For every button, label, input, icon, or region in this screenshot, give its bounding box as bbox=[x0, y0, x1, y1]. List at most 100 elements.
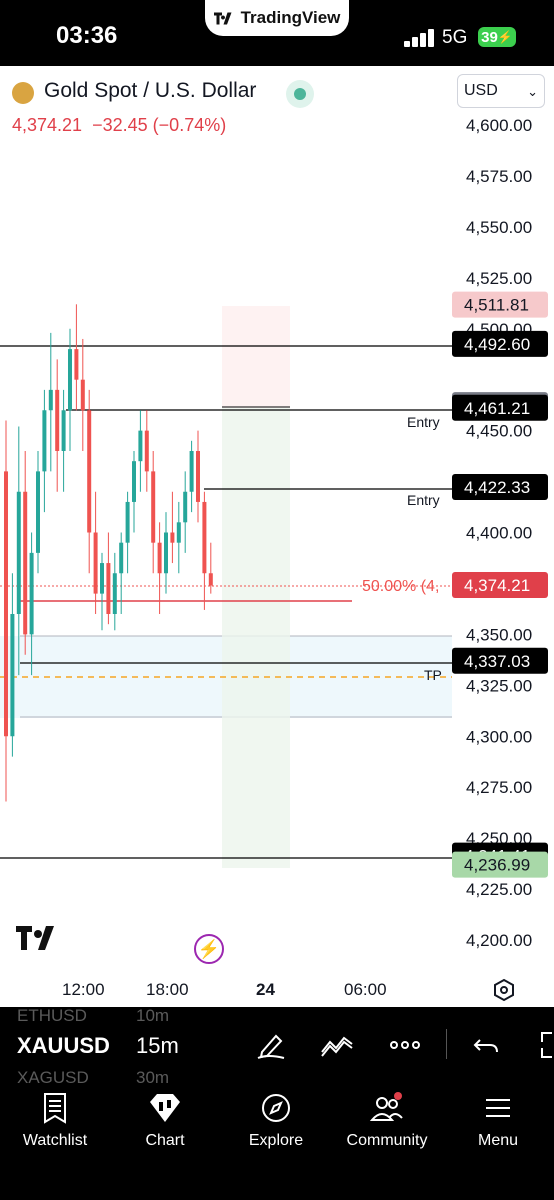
tradingview-logo-icon bbox=[213, 12, 232, 24]
timeframe-picker[interactable]: 15m bbox=[136, 1033, 179, 1058]
price-tag[interactable]: 4,236.99 bbox=[452, 851, 548, 878]
nav-label: Menu bbox=[477, 1132, 519, 1149]
status-time: 03:36 bbox=[56, 22, 118, 49]
y-axis-label: 4,350.00 bbox=[466, 625, 532, 644]
candle-body bbox=[176, 522, 181, 543]
nav-item-watchlist[interactable]: Watchlist bbox=[0, 1092, 110, 1150]
undo-icon[interactable] bbox=[470, 1030, 504, 1060]
x-axis-label: 18:00 bbox=[146, 980, 189, 999]
ghost-symbol-below: XAGUSD bbox=[17, 1068, 89, 1087]
x-axis-label: 24 bbox=[256, 980, 275, 999]
candles bbox=[4, 304, 213, 802]
candle-body bbox=[132, 461, 136, 502]
candle-body bbox=[29, 552, 34, 635]
y-axis-label: 4,550.00 bbox=[466, 218, 532, 237]
nav-label: Chart bbox=[145, 1132, 185, 1149]
candle-body bbox=[202, 501, 207, 574]
chart-icon bbox=[110, 1092, 220, 1124]
symbol-picker[interactable]: XAUUSD bbox=[17, 1033, 110, 1058]
price-change-pct: (−0.74%) bbox=[152, 115, 227, 135]
symbol-title[interactable]: Gold Spot / U.S. Dollar bbox=[44, 79, 257, 102]
candle-body bbox=[4, 471, 8, 737]
candle-body bbox=[170, 532, 175, 543]
toolbar-divider bbox=[446, 1029, 447, 1059]
fullscreen-icon[interactable] bbox=[532, 1030, 554, 1060]
price-tag[interactable]: 4,511.81 bbox=[452, 291, 548, 318]
candle-body bbox=[208, 573, 213, 586]
entry-label-2: Entry bbox=[407, 492, 440, 508]
candle-body bbox=[138, 430, 143, 462]
nav-label: Explore bbox=[248, 1132, 304, 1149]
stop-loss-zone[interactable] bbox=[222, 306, 290, 408]
battery-icon: 39 ⚡ bbox=[478, 27, 516, 47]
candle-body bbox=[10, 614, 15, 737]
y-axis-label: 4,200.00 bbox=[466, 931, 532, 950]
chevron-down-icon: ⌄ bbox=[527, 84, 538, 99]
drawing-pen-icon[interactable] bbox=[254, 1030, 288, 1060]
candle-body bbox=[68, 349, 72, 411]
price-change: −32.45 bbox=[92, 115, 148, 135]
nav-item-chart[interactable]: Chart bbox=[110, 1092, 220, 1150]
tp-label: TP bbox=[424, 667, 442, 683]
watchlist-icon bbox=[0, 1092, 110, 1124]
candle-body bbox=[144, 430, 149, 472]
price-tag[interactable]: 4,461.21 bbox=[452, 394, 548, 421]
indicators-icon[interactable] bbox=[320, 1030, 354, 1060]
lightning-icon[interactable]: ⚡ bbox=[194, 934, 224, 964]
nav-label: Community bbox=[346, 1132, 428, 1149]
nav-item-menu[interactable]: Menu bbox=[443, 1092, 553, 1150]
svg-text:4,492.60: 4,492.60 bbox=[464, 335, 530, 354]
ghost-tf-above: 10m bbox=[136, 1006, 170, 1025]
svg-text:4,422.33: 4,422.33 bbox=[464, 478, 530, 497]
nav-label: Watchlist bbox=[22, 1132, 88, 1149]
explore-icon bbox=[221, 1092, 331, 1124]
price-tag[interactable]: 4,337.03 bbox=[452, 647, 548, 674]
candle-body bbox=[106, 563, 111, 614]
candle-body bbox=[112, 573, 117, 614]
battery-level: 39 bbox=[481, 28, 498, 46]
candle-body bbox=[87, 410, 92, 533]
y-axis-label: 4,525.00 bbox=[466, 269, 532, 288]
take-profit-zone[interactable] bbox=[222, 408, 290, 868]
fib-label: 50.00% (4, bbox=[362, 578, 439, 595]
more-options-icon[interactable] bbox=[388, 1030, 422, 1060]
currency-select[interactable]: USD ⌄ bbox=[457, 74, 545, 108]
last-price: 4,374.21 bbox=[12, 115, 83, 135]
community-icon bbox=[332, 1092, 442, 1124]
candle-body bbox=[80, 379, 85, 411]
y-axis-label: 4,325.00 bbox=[466, 676, 532, 695]
y-axis-label: 4,400.00 bbox=[466, 524, 532, 543]
candle-body bbox=[42, 410, 47, 472]
candle-body bbox=[125, 501, 130, 543]
candle-body bbox=[55, 389, 60, 451]
x-axis-label: 06:00 bbox=[344, 980, 387, 999]
price-quote: 4,374.21 −32.45 (−0.74%) bbox=[12, 115, 226, 136]
svg-text:4,374.21: 4,374.21 bbox=[464, 576, 530, 595]
candle-body bbox=[119, 542, 124, 574]
candle-body bbox=[164, 532, 168, 574]
svg-text:4,511.81: 4,511.81 bbox=[464, 296, 529, 315]
ghost-symbol-above: ETHUSD bbox=[17, 1006, 87, 1025]
candle-body bbox=[196, 451, 200, 502]
app-pill-label: TradingView bbox=[240, 8, 341, 27]
y-axis-label: 4,225.00 bbox=[466, 880, 532, 899]
y-axis-label: 4,575.00 bbox=[466, 167, 532, 186]
market-open-icon[interactable] bbox=[286, 80, 314, 108]
nav-item-explore[interactable]: Explore bbox=[221, 1092, 331, 1150]
signal-icon bbox=[404, 29, 434, 47]
candle-body bbox=[151, 471, 156, 543]
candle-body bbox=[157, 542, 162, 574]
price-tag[interactable]: 4,492.60 bbox=[452, 330, 548, 357]
price-tag[interactable]: 4,374.21 bbox=[452, 572, 548, 599]
y-axis-label: 4,300.00 bbox=[466, 727, 532, 746]
chart-settings-icon[interactable] bbox=[492, 978, 516, 1002]
candle-body bbox=[61, 410, 66, 451]
nav-item-community[interactable]: Community bbox=[332, 1092, 442, 1150]
candle-body bbox=[48, 389, 53, 411]
price-tag[interactable]: 4,422.33 bbox=[452, 474, 548, 501]
entry-label-1: Entry bbox=[407, 414, 440, 430]
menu-icon bbox=[443, 1092, 553, 1124]
y-axis-label: 4,600.00 bbox=[466, 116, 532, 135]
tradingview-watermark-icon[interactable] bbox=[16, 926, 60, 950]
